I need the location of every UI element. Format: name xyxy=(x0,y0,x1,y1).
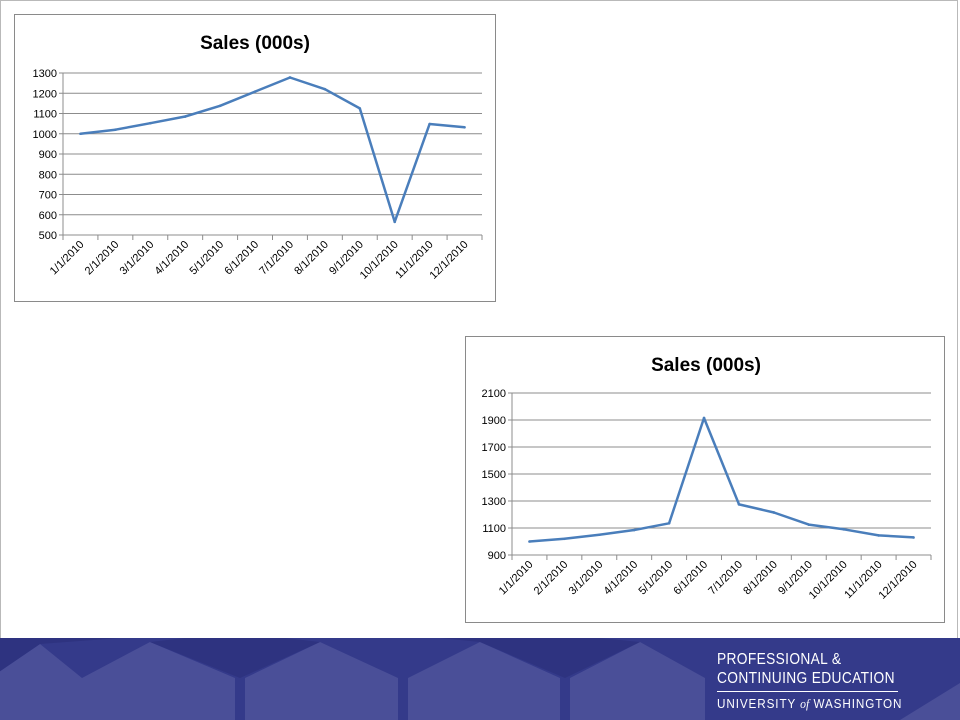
chart1-data-point xyxy=(393,220,397,224)
chart2-ytick-label: 1100 xyxy=(482,523,506,535)
chart1-data-point xyxy=(183,115,187,118)
footer-logo-university-of: of xyxy=(800,696,810,711)
chart1-data-point xyxy=(218,104,222,108)
chart1-ytick-label: 700 xyxy=(39,190,57,202)
chart1-title: Sales (000s) xyxy=(200,33,310,54)
chart-sales-original: Sales (000s) 500 600 700 800 900 1000 1100 1200 1… xyxy=(14,14,496,302)
chart2-ytick-label: 1900 xyxy=(482,415,506,427)
chart2-data-point xyxy=(912,536,915,539)
chart1-xtick-label: 10/1/2010 xyxy=(358,239,401,282)
chart2-xtick-label: 7/1/2010 xyxy=(706,559,745,598)
footer-hexagon-pattern xyxy=(0,638,960,720)
chart1-xtick-label: 4/1/2010 xyxy=(153,239,192,278)
chart1-xtick-label: 3/1/2010 xyxy=(118,239,157,278)
chart2-ytick-label: 1300 xyxy=(482,496,506,508)
chart2-data-point xyxy=(632,528,636,532)
chart2-data-point xyxy=(877,534,880,537)
chart2-data-point xyxy=(702,416,706,420)
chart1-xtick-label: 5/1/2010 xyxy=(187,239,226,278)
chart2-data-point xyxy=(842,528,846,531)
chart1-data-point xyxy=(358,107,362,110)
chart2-data-point xyxy=(563,537,566,541)
chart-sales-original-svg: Sales (000s) 500 600 700 800 900 1000 1100 1200 1… xyxy=(33,33,483,282)
chart1-data-point xyxy=(79,132,82,136)
chart1-ytick-label: 1300 xyxy=(33,68,57,80)
chart1-data-point xyxy=(114,128,117,131)
chart-sales-outlier: Sales (000s) 900 1100 1300 1500 1700 1900 2100 1… xyxy=(465,336,945,623)
footer-logo: PROFESSIONAL & CONTINUING EDUCATION UNIV… xyxy=(717,650,907,712)
chart2-data-point xyxy=(807,523,811,526)
chart1-ytick-label: 1200 xyxy=(33,88,57,100)
chart2-xtick-label: 12/1/2010 xyxy=(877,559,920,602)
chart2-xtick-label: 10/1/2010 xyxy=(807,559,850,602)
chart1-xtick-label: 8/1/2010 xyxy=(292,239,331,278)
chart2-ytick-label: 1500 xyxy=(482,469,506,481)
chart1-series-line xyxy=(80,76,465,224)
chart1-data-point xyxy=(148,121,152,125)
chart2-data-point xyxy=(667,521,671,525)
chart2-ytick-label: 1700 xyxy=(482,442,506,454)
chart1-ytick-label: 500 xyxy=(39,230,57,242)
footer-band xyxy=(0,638,960,720)
footer-logo-line1: PROFESSIONAL & xyxy=(717,651,842,668)
chart2-ytick-label: 900 xyxy=(488,550,506,562)
chart1-xtick-label: 7/1/2010 xyxy=(257,239,296,278)
chart2-data-point xyxy=(597,533,601,537)
footer-logo-university-post: WASHINGTON xyxy=(813,696,903,711)
chart2-xtick-label: 4/1/2010 xyxy=(602,559,641,598)
chart-sales-outlier-svg: Sales (000s) 900 1100 1300 1500 1700 1900 2100 1… xyxy=(482,355,932,602)
chart1-ytick-label: 900 xyxy=(39,149,57,161)
chart1-xtick-label: 6/1/2010 xyxy=(222,239,261,278)
chart2-xtick-label: 3/1/2010 xyxy=(567,559,606,598)
chart2-series-line xyxy=(529,416,914,543)
chart2-data-point xyxy=(528,540,531,543)
chart1-data-point xyxy=(323,87,327,91)
chart2-xtick-label: 2/1/2010 xyxy=(532,559,571,598)
chart1-data-point xyxy=(253,90,257,93)
chart1-data-point xyxy=(463,125,466,129)
footer-logo-university-pre: UNIVERSITY xyxy=(717,696,797,711)
footer-logo-rule xyxy=(717,691,898,692)
chart1-xtick-label: 1/1/2010 xyxy=(48,239,87,278)
chart2-xtick-label: 6/1/2010 xyxy=(671,559,710,598)
chart2-xtick-label: 1/1/2010 xyxy=(497,559,536,598)
chart1-ytick-label: 600 xyxy=(39,210,57,222)
chart2-data-point xyxy=(772,511,776,514)
chart2-title: Sales (000s) xyxy=(651,355,761,376)
chart1-ytick-label: 1000 xyxy=(33,129,57,141)
footer-logo-university: UNIVERSITY of WASHINGTON xyxy=(717,696,902,712)
chart1-xtick-label: 2/1/2010 xyxy=(83,239,122,278)
chart2-data-point xyxy=(737,503,741,506)
chart1-xtick-label: 12/1/2010 xyxy=(428,239,471,282)
chart1-ytick-label: 1100 xyxy=(33,109,57,121)
chart1-data-point xyxy=(428,122,431,126)
footer-logo-line2: CONTINUING EDUCATION xyxy=(717,670,895,687)
chart2-xtick-label: 8/1/2010 xyxy=(741,559,780,598)
chart1-data-point xyxy=(288,76,292,79)
chart2-ytick-label: 2100 xyxy=(482,388,506,400)
chart2-xtick-label: 5/1/2010 xyxy=(636,559,675,598)
chart1-ytick-label: 800 xyxy=(39,169,57,181)
